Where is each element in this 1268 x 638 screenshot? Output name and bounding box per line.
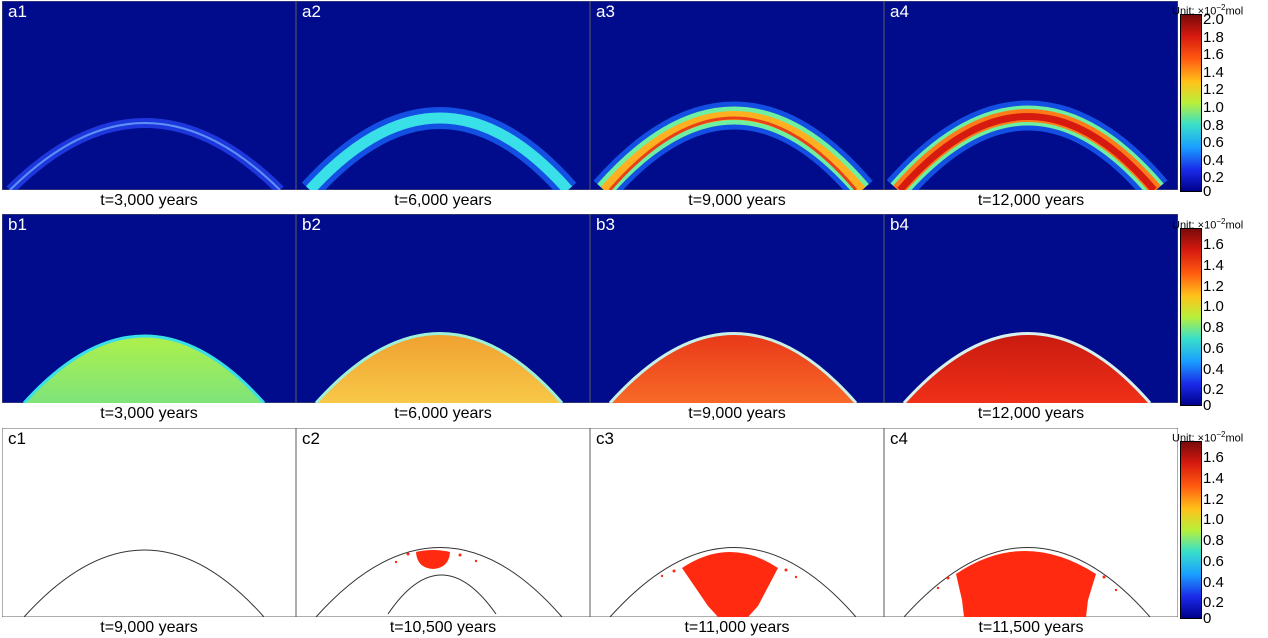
tick-label: 0.4	[1203, 574, 1224, 591]
panel-label: c1	[8, 429, 26, 448]
tick-label: 1.2	[1203, 81, 1224, 98]
panel-b2: b2	[296, 214, 590, 403]
time-caption: t=6,000 years	[394, 405, 492, 422]
time-caption: t=9,000 years	[688, 405, 786, 422]
panel-c4: c4	[884, 428, 1178, 617]
tick-label: 1.6	[1203, 46, 1224, 63]
time-caption: t=11,500 years	[978, 619, 1084, 636]
time-caption: t=3,000 years	[100, 405, 198, 422]
tick-label: 0.8	[1203, 319, 1224, 336]
time-caption: t=10,500 years	[389, 619, 497, 636]
panel-label: b3	[596, 215, 615, 234]
tick-label: 1.6	[1203, 236, 1224, 253]
panel-b1: b1	[2, 214, 296, 403]
panel-label: a4	[890, 2, 909, 21]
colorbar	[1180, 14, 1202, 192]
tick-label: 1.0	[1203, 511, 1224, 528]
panel-a1: a1	[2, 1, 296, 190]
tick-label: 1.0	[1203, 99, 1224, 116]
panel-b3: b3	[590, 214, 884, 403]
tick-label: 1.2	[1203, 278, 1224, 295]
tick-label: 1.8	[1203, 29, 1224, 46]
panel-label: b2	[302, 215, 321, 234]
tick-label: 0.6	[1203, 553, 1224, 570]
time-caption: t=6,000 years	[394, 192, 492, 209]
tick-label: 1.4	[1203, 64, 1224, 81]
panel-label: c3	[596, 429, 614, 448]
panel-label: a3	[596, 2, 615, 21]
panel-label: b1	[8, 215, 27, 234]
time-caption: t=11,000 years	[684, 619, 790, 636]
tick-label: 0	[1203, 397, 1212, 414]
tick-label: 1.4	[1203, 470, 1224, 487]
tick-label: 0.4	[1203, 361, 1224, 378]
panel-c3: c3	[590, 428, 884, 617]
tick-label: 0.2	[1203, 381, 1224, 398]
tick-label: 0	[1203, 183, 1212, 200]
tick-label: 1.6	[1203, 449, 1224, 466]
panel-b4: b4	[884, 214, 1178, 403]
tick-label: 0.8	[1203, 532, 1224, 549]
tick-label: 0.2	[1203, 594, 1224, 611]
time-caption: t=9,000 years	[688, 192, 786, 209]
panel-a4: a4	[884, 1, 1178, 190]
panel-label: a2	[302, 2, 321, 21]
tick-label: 0.2	[1203, 169, 1224, 186]
tick-label: 0.6	[1203, 134, 1224, 151]
colorbar	[1180, 441, 1202, 619]
time-caption: t=12,000 years	[977, 405, 1085, 422]
panel-a3: a3	[590, 1, 884, 190]
tick-label: 1.0	[1203, 298, 1224, 315]
tick-label: 2.0	[1203, 11, 1224, 28]
tick-label: 1.2	[1203, 491, 1224, 508]
panel-c1: c1	[2, 428, 296, 617]
panel-label: b4	[890, 215, 909, 234]
panel-a2: a2	[296, 1, 590, 190]
tick-label: 0.4	[1203, 152, 1224, 169]
tick-label: 1.4	[1203, 257, 1224, 274]
panel-c2: c2	[296, 428, 590, 617]
tick-label: 0	[1203, 610, 1212, 627]
panel-label: c2	[302, 429, 320, 448]
tick-label: 0.8	[1203, 117, 1224, 134]
time-caption: t=12,000 years	[977, 192, 1085, 209]
panel-label: a1	[8, 2, 27, 21]
panel-label: c4	[890, 429, 908, 448]
time-caption: t=9,000 years	[100, 619, 198, 636]
tick-label: 0.6	[1203, 340, 1224, 357]
time-caption: t=3,000 years	[100, 192, 198, 209]
colorbar	[1180, 228, 1202, 406]
